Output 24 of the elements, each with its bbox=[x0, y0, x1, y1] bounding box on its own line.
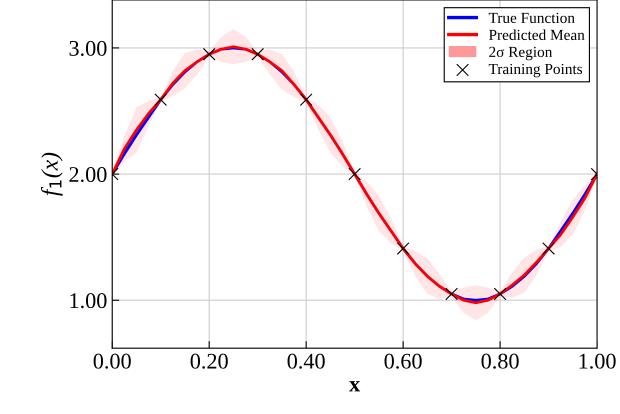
legend-label: Training Points bbox=[488, 64, 582, 78]
legend-label: Predicted Mean bbox=[488, 29, 585, 40]
point bbox=[445, 288, 458, 300]
point bbox=[300, 93, 313, 106]
y-tick-label: 1.00 bbox=[70, 293, 107, 308]
point bbox=[542, 242, 555, 255]
x-tick-label: 1.00 bbox=[580, 354, 616, 369]
y-tick-label: 2.00 bbox=[69, 167, 107, 182]
x-tick-label: 0.80 bbox=[481, 354, 519, 369]
y-axis-title: f$_{1}$(x) bbox=[40, 152, 63, 196]
point bbox=[396, 242, 410, 255]
point bbox=[154, 93, 168, 106]
point bbox=[348, 168, 362, 180]
x-tick-label: 0.20 bbox=[190, 354, 228, 369]
point bbox=[202, 48, 216, 61]
legend-label: True Function bbox=[488, 12, 575, 24]
y-tick-label: 3.00 bbox=[70, 40, 107, 56]
x-tick-label: 0.40 bbox=[288, 354, 325, 369]
point bbox=[494, 288, 506, 300]
x-tick-label: 0.60 bbox=[384, 354, 422, 369]
x-axis-title: x bbox=[349, 381, 360, 392]
point bbox=[251, 48, 264, 61]
x-tick-label: 0.00 bbox=[94, 354, 131, 369]
annotation: 2σ Region bbox=[489, 46, 552, 60]
